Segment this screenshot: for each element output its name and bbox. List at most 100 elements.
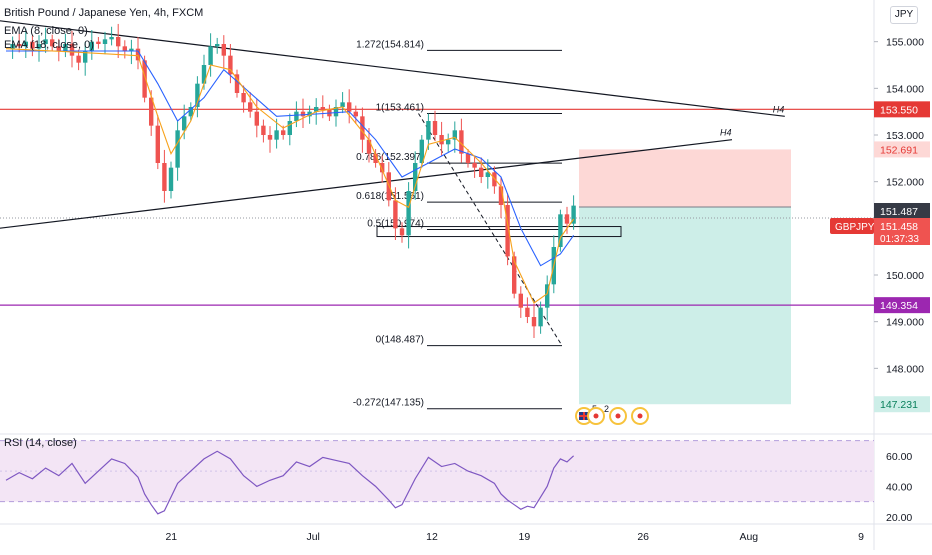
candle[interactable]	[50, 34, 55, 51]
candle[interactable]	[228, 44, 233, 84]
time-axis[interactable]: 1421Jul121926Aug916	[0, 531, 932, 543]
candle[interactable]	[571, 195, 576, 230]
candle-body	[406, 191, 411, 236]
candle[interactable]	[432, 110, 438, 142]
price-label-target[interactable]: 147.231	[874, 396, 930, 413]
candle[interactable]	[518, 286, 523, 318]
rsi-pane[interactable]: RSI (14, close)	[0, 437, 874, 515]
candle[interactable]	[155, 115, 160, 170]
event-dot-icon[interactable]	[609, 407, 627, 425]
price-label-dark[interactable]: 151.487	[874, 203, 930, 219]
candle[interactable]	[439, 121, 444, 156]
candle[interactable]	[300, 98, 306, 128]
candle[interactable]	[406, 182, 411, 249]
candle[interactable]	[558, 209, 563, 252]
candle[interactable]	[175, 121, 180, 181]
candle-body	[261, 125, 266, 135]
candle[interactable]	[373, 149, 378, 168]
candle[interactable]	[498, 177, 504, 219]
candle[interactable]	[182, 104, 187, 140]
time-tick-label: 26	[637, 531, 649, 543]
stop-loss-zone[interactable]	[579, 149, 791, 207]
candle[interactable]	[23, 28, 28, 58]
ema-fast-line[interactable]	[5, 48, 575, 304]
candle[interactable]	[56, 38, 61, 62]
rsi-line[interactable]	[5, 450, 575, 515]
candle[interactable]	[63, 33, 68, 58]
candle[interactable]	[129, 39, 134, 65]
candle[interactable]	[109, 26, 114, 46]
currency-badge[interactable]: JPY	[890, 6, 918, 24]
candle[interactable]	[43, 27, 48, 53]
candle[interactable]	[294, 101, 299, 128]
candle[interactable]	[360, 107, 365, 153]
candle[interactable]	[76, 49, 81, 71]
candle[interactable]	[261, 119, 266, 143]
event-dot-icon[interactable]: 2	[587, 404, 609, 425]
candle[interactable]	[116, 23, 121, 58]
candle[interactable]	[254, 98, 259, 138]
trendline-2[interactable]	[0, 139, 733, 231]
candle[interactable]	[287, 113, 292, 146]
candle[interactable]	[538, 301, 543, 334]
candle[interactable]	[479, 157, 484, 184]
candle[interactable]	[347, 89, 352, 124]
candle[interactable]	[459, 118, 464, 163]
candle[interactable]	[142, 55, 147, 103]
candle[interactable]	[505, 193, 510, 266]
candle[interactable]	[89, 30, 94, 60]
candle[interactable]	[353, 105, 358, 124]
candle[interactable]	[274, 118, 279, 149]
candle[interactable]	[413, 151, 418, 200]
candle[interactable]	[135, 37, 141, 70]
candle[interactable]	[221, 35, 226, 69]
candle[interactable]	[208, 33, 213, 77]
ema-slow-line[interactable]	[6, 50, 575, 267]
candle[interactable]	[340, 92, 345, 114]
candle[interactable]	[30, 35, 35, 57]
candle-body	[564, 214, 570, 224]
candle[interactable]	[446, 133, 451, 152]
candle[interactable]	[525, 297, 530, 324]
candle[interactable]	[419, 135, 424, 168]
ema-fast-legend[interactable]: EMA (8, close, 0)	[4, 25, 88, 37]
candle[interactable]	[564, 206, 570, 234]
candle[interactable]	[472, 155, 477, 178]
candle[interactable]	[531, 303, 537, 338]
candle[interactable]	[320, 95, 325, 119]
ticker-symbol: GBPJPY	[835, 222, 875, 233]
candle[interactable]	[69, 30, 75, 68]
candle[interactable]	[248, 92, 253, 118]
candle[interactable]	[267, 126, 273, 153]
ema-slow-legend[interactable]: EMA (18, close, 0)	[4, 39, 94, 51]
price-axis[interactable]: 155.000154.000153.000152.000151.000150.0…	[874, 37, 924, 524]
candle[interactable]	[96, 37, 101, 49]
price-label-stop[interactable]: 152.691	[874, 141, 930, 158]
trendline-1[interactable]	[0, 18, 785, 117]
candle[interactable]	[399, 222, 405, 243]
support-price-label[interactable]: 149.354	[874, 297, 930, 314]
candle[interactable]	[168, 161, 174, 199]
candle[interactable]	[215, 37, 220, 54]
candlestick-series[interactable]	[10, 23, 576, 338]
candle-body	[215, 44, 220, 47]
candle[interactable]	[545, 275, 550, 321]
candle[interactable]	[393, 187, 398, 240]
candle[interactable]	[36, 35, 42, 62]
candle[interactable]	[195, 76, 200, 118]
resistance-price-label[interactable]: 153.550	[874, 101, 930, 118]
candle[interactable]	[188, 102, 193, 121]
candle[interactable]	[241, 85, 246, 113]
fib-highlight-box[interactable]	[376, 226, 622, 238]
candle[interactable]	[162, 149, 167, 203]
candle[interactable]	[234, 69, 240, 98]
candle[interactable]	[465, 149, 471, 168]
candle-body	[281, 130, 286, 135]
candle[interactable]	[10, 36, 15, 59]
event-dot-icon[interactable]	[631, 407, 649, 425]
candle[interactable]	[366, 128, 372, 163]
candle[interactable]	[83, 42, 88, 76]
